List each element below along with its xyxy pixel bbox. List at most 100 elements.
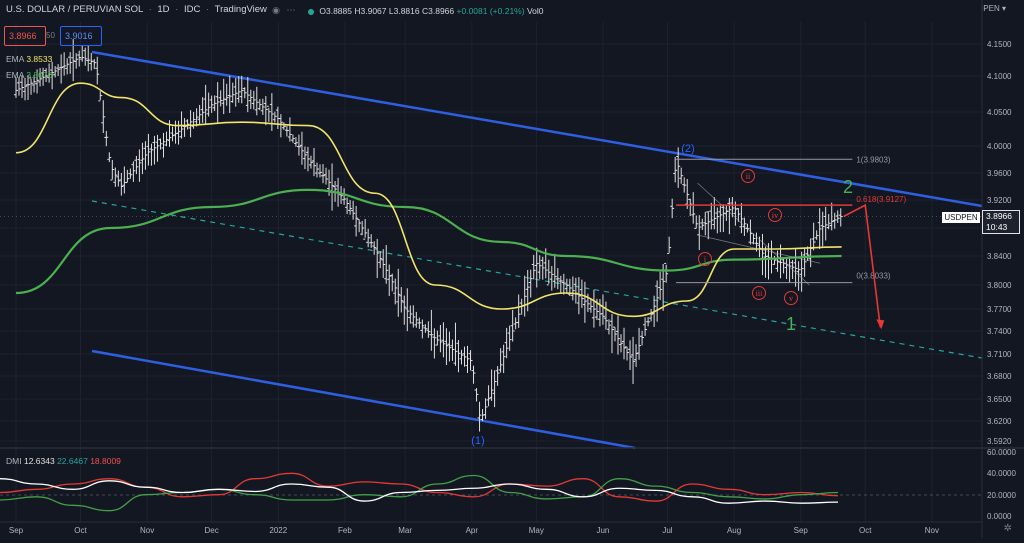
header-separator: · [148,4,152,15]
ema-fast-label: EMA [6,54,24,64]
gear-icon[interactable]: ✲ [1003,523,1012,534]
interval[interactable]: 1D [157,4,170,15]
buy-button[interactable]: 3.9016 [60,26,102,46]
dmi-minus-value: 18.8009 [90,456,121,466]
wave-label-primary-2: (2) [681,143,694,155]
price-tick-label: 4.0500 [987,108,1012,117]
last-price-box: 3.8966 10:43 [982,210,1020,234]
ohlc-low: L3.8816 [388,6,420,16]
wave-label-iii: iii [756,289,763,298]
dmi-label: DMI [6,456,22,466]
time-tick-label: Sep [794,526,809,535]
dmi-tick-label: 40.0000 [987,469,1016,478]
time-tick-label: Apr [466,526,479,535]
dmi-plus-line [0,474,839,512]
ohlc-volume: Vol0 [526,6,544,16]
time-tick-label: Oct [859,526,872,535]
ema-fast-line [15,82,842,318]
wave-label-iv-circle [768,208,782,222]
drawings: 1(3.9803)0.618(3.9127)0(3.8033) [0,155,982,330]
time-tick-label: Aug [727,526,741,535]
brand-name: TradingView [214,4,267,15]
price-tick-label: 4.1500 [987,40,1012,49]
wave-label-green-1: 1 [786,314,796,334]
wave-label-i-circle [698,252,712,266]
eye-icon[interactable]: ◉ [272,5,280,15]
chart-header: U.S. DOLLAR / PERUVIAN SOL · 1D · IDC · … [6,4,267,15]
exchange: IDC [183,4,201,15]
dmi-tick-label: 0.0000 [987,512,1012,521]
projection-arrowhead [876,319,885,330]
time-tick-label: Jun [596,526,609,535]
wave-label-iii-circle [752,286,766,300]
wave-label-v: v [789,294,793,303]
wave-label-i: i [704,255,707,264]
price-tick-label: 3.6200 [987,417,1012,426]
currency-selector[interactable]: PEN ▾ [983,4,1006,13]
time-tick-label: Nov [925,526,939,535]
dmi-minus-line [0,472,839,502]
price-tick-label: 3.8400 [987,252,1012,261]
spread-value: 50 [46,31,55,40]
wave-label-primary-1: (1) [471,435,484,447]
wedge-line-upper [697,182,810,286]
price-tick-label: 3.6800 [987,372,1012,381]
ema-fast-legend[interactable]: EMA 3.8533 [6,54,52,64]
fib-label-top: 1(3.9803) [856,155,891,164]
ema-slow-line [15,188,842,295]
last-price: 3.8966 [986,211,1012,221]
time-tick-label: Feb [338,526,352,535]
bar-countdown: 10:43 [986,222,1008,232]
ohlc-values: O3.8885 H3.9067 L3.8816 C3.8966 +0.0081 … [308,6,544,16]
dmi-adx-value: 12.6343 [23,456,55,466]
time-tick-label: Oct [74,526,87,535]
time-tick-label: 2022 [269,526,287,535]
dmi-plus-value: 22.6467 [57,456,88,466]
time-tick-label: Mar [398,526,412,535]
ohlc-high: H3.9067 [354,6,387,16]
currency-label: PEN [983,4,1000,13]
wave-label-iv: iv [772,211,778,220]
channel-upper [91,50,983,208]
price-tick-label: 3.7400 [987,327,1012,336]
dmi-lines [0,472,982,512]
dmi-tick-label: 60.0000 [987,448,1016,457]
channel-lower [91,349,636,450]
price-tick-label: 3.9200 [987,196,1012,205]
ema-slow-value: 3.8076 [26,70,53,80]
wave-label-green-2: 2 [843,177,853,197]
status-dot-icon [308,8,314,15]
price-tick-label: 3.9600 [987,169,1012,178]
ema-slow-legend[interactable]: EMA 3.8076 [6,70,52,80]
price-tick-label: 3.8000 [987,281,1012,290]
price-bars [14,39,843,432]
dmi-tick-label: 20.0000 [987,491,1016,500]
ema-lines [15,82,842,318]
price-tick-label: 4.1000 [987,72,1012,81]
time-tick-label: Sep [9,526,24,535]
ohlc-change: +0.0081 (+0.21%) [456,6,525,16]
dmi-adx-line [0,478,839,504]
header-separator: · [175,4,179,15]
symbol-name[interactable]: U.S. DOLLAR / PERUVIAN SOL [6,4,143,15]
grid-lines [0,22,982,522]
price-tick-label: 3.7100 [987,350,1012,359]
time-tick-label: May [529,526,544,535]
wave-label-ii-circle [741,169,755,183]
wave-label-ii: ii [746,172,751,181]
ohlc-close: C3.8966 [422,6,455,16]
more-icon[interactable]: ⋯ [286,5,296,15]
sell-button[interactable]: 3.8966 [4,26,46,46]
symbol-price-tag: USDPEN [942,212,980,223]
ema-fast-value: 3.8533 [26,54,53,64]
price-tick-label: 4.0000 [987,142,1012,151]
time-tick-label: Jul [662,526,672,535]
dmi-legend[interactable]: DMI 12.6343 22.6467 18.8009 [6,456,121,466]
ema-slow-label: EMA [6,70,24,80]
price-tick-label: 3.6500 [987,395,1012,404]
time-tick-label: Nov [140,526,154,535]
